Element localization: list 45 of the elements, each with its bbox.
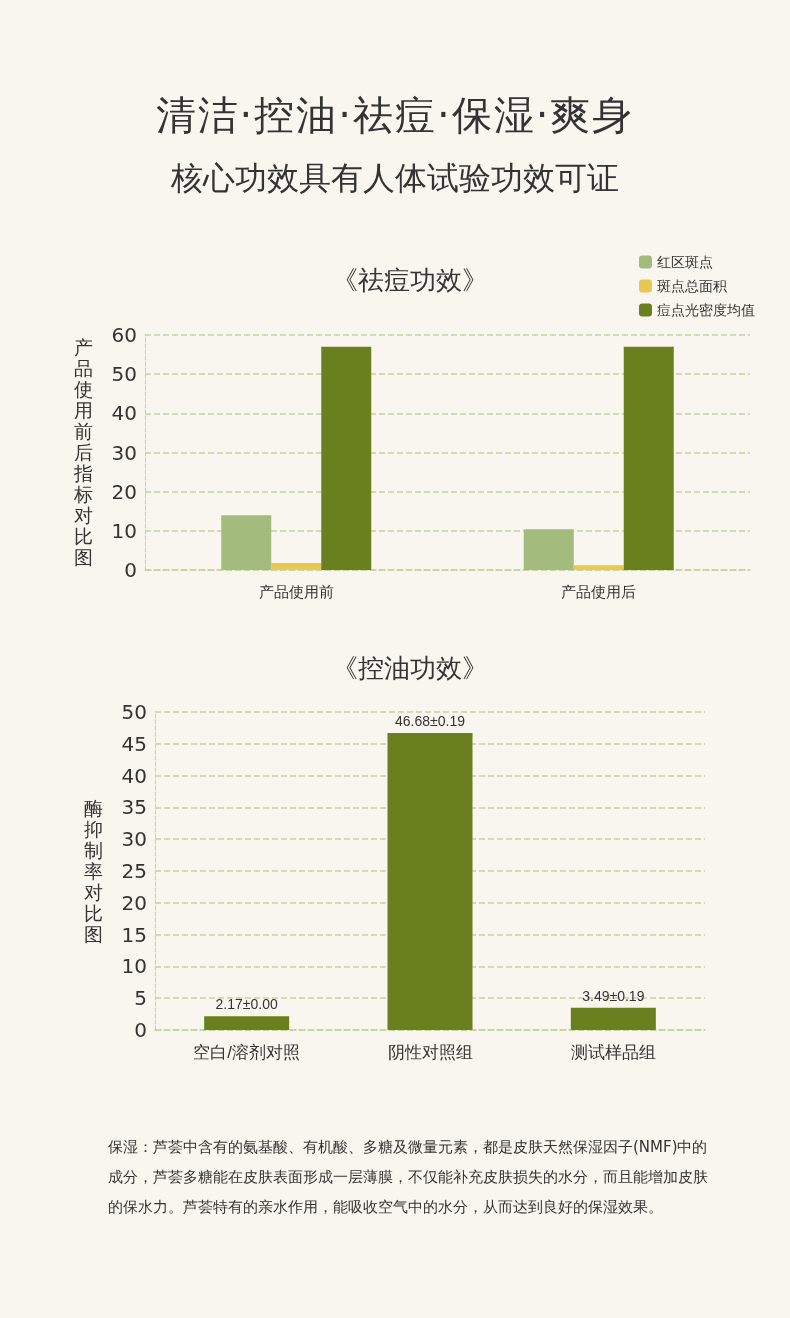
bar [221, 515, 272, 570]
chart-title: 《祛痘功效》 [332, 265, 488, 295]
bar [321, 346, 372, 570]
bar [573, 565, 624, 570]
bar [204, 1016, 290, 1030]
legend-label: 斑点总面积 [657, 278, 727, 294]
text: 产品使用前后指标对比图 [73, 337, 93, 568]
y-tick-label: 45 [121, 731, 147, 756]
y-tick-label: 10 [121, 954, 147, 979]
y-tick-label: 15 [121, 922, 147, 947]
y-tick-label: 40 [111, 401, 137, 426]
bar [387, 733, 473, 1030]
y-tick-label: 5 [134, 986, 147, 1011]
y-tick-label: 0 [134, 1018, 147, 1042]
bar [523, 529, 574, 570]
text: 保湿：芦荟中含有的氨基酸、有机酸、多糖及微量元素，都是皮肤天然保湿因子(NMF)中的成分，芦荟多糖能在皮肤表面形成一层薄膜，不仅能补充皮肤损失的水分，而且能增加皮肤的保水力。芦荟特有的亲水作用，能吸收空气中的水分，从而达到良好的保湿效果。 [108, 1137, 708, 1218]
bar [570, 1007, 656, 1030]
y-tick-label: 20 [111, 479, 137, 504]
x-tick-label: 产品使用前 [258, 583, 334, 600]
y-tick-label: 30 [111, 440, 137, 465]
text: 核心功效具有人体试验功效可证 [170, 158, 620, 199]
legend-label: 痘点光密度均值 [657, 302, 755, 318]
bar [271, 562, 322, 570]
data-label: 3.49±0.19 [582, 987, 645, 1004]
x-tick-label: 测试样品组 [570, 1043, 656, 1062]
chart-title: 《控油功效》 [332, 653, 488, 683]
y-tick-label: 35 [121, 795, 147, 820]
x-tick-label: 空白/溶剂对照 [193, 1043, 301, 1062]
y-tick-label: 25 [121, 859, 147, 883]
data-label: 46.68±0.19 [395, 713, 466, 730]
y-tick-label: 10 [111, 518, 137, 543]
y-tick-label: 30 [121, 827, 147, 852]
x-tick-label: 产品使用后 [561, 583, 637, 600]
y-tick-label: 40 [121, 763, 147, 788]
bar [623, 346, 674, 570]
data-label: 2.17±0.00 [215, 996, 278, 1013]
y-tick-label: 50 [121, 700, 147, 724]
y-tick-label: 60 [111, 323, 137, 347]
text: 清洁·控油·祛痘·保湿·爽身 [154, 91, 636, 140]
y-tick-label: 20 [121, 890, 147, 915]
legend-label: 红区斑点 [657, 254, 713, 270]
y-axis-title: 酶抑制率对比图 [83, 797, 103, 945]
y-tick-label: 0 [124, 558, 137, 582]
y-tick-label: 50 [111, 362, 137, 387]
x-tick-label: 阴性对照组 [387, 1043, 473, 1062]
